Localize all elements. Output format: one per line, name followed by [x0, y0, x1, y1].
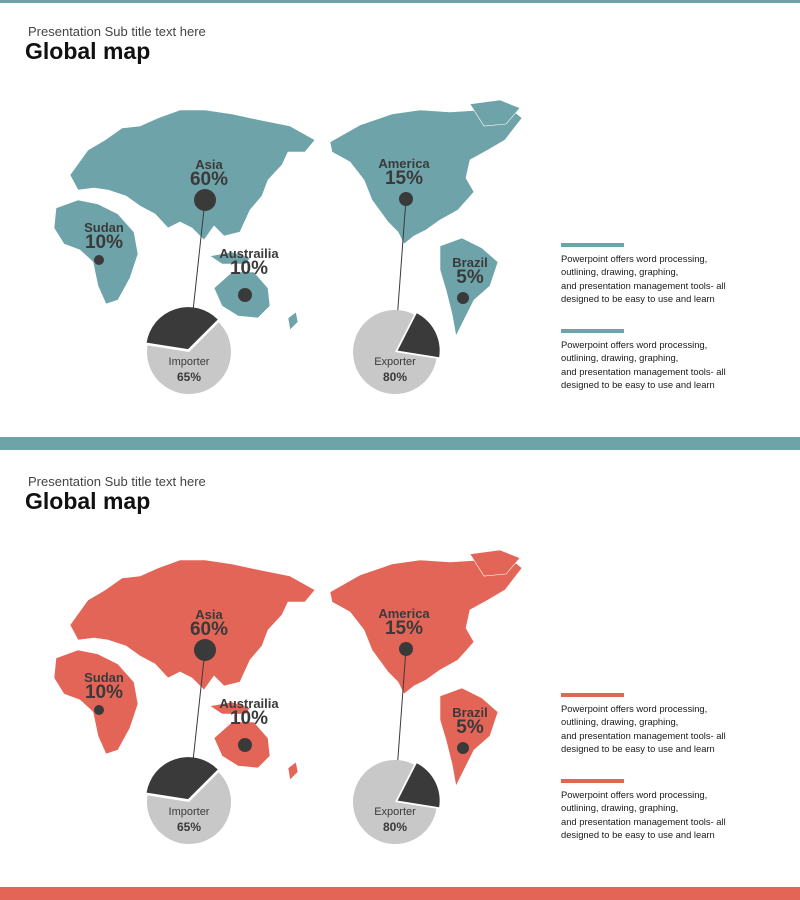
- marker-australia-pct: 10%: [230, 258, 268, 279]
- note-1-accent-bar: [561, 693, 624, 697]
- exporter-pie-grey-slice: [352, 760, 437, 844]
- marker-brazil-name: Brazil: [452, 705, 487, 720]
- marker-sudan-name: Sudan: [84, 220, 124, 235]
- world-map: Asia 60% Sudan 10% Austrailia 10% Americ…: [53, 549, 523, 844]
- exporter-pie-dark-slice: [397, 763, 440, 808]
- map-landmass: [53, 549, 523, 787]
- eurasia-shape: [69, 559, 316, 691]
- marker-asia[interactable]: Asia 60%: [190, 157, 228, 211]
- marker-australia[interactable]: Austrailia 10%: [219, 246, 279, 302]
- importer-pie-dark-slice: [146, 757, 218, 800]
- marker-asia-name: Asia: [195, 157, 223, 172]
- marker-america[interactable]: America 15%: [378, 156, 430, 206]
- marker-sudan-pct: 10%: [85, 232, 123, 253]
- africa-shape: [53, 199, 139, 305]
- marker-brazil-pct: 5%: [456, 267, 484, 288]
- slide-teal: Presentation Sub title text here Global …: [0, 0, 800, 450]
- exporter-pie: Exporter 80%: [352, 760, 440, 844]
- exporter-pie-grey-slice: [352, 310, 437, 394]
- slide-title: Global map: [25, 38, 151, 64]
- marker-asia[interactable]: Asia 60%: [190, 607, 228, 661]
- note-1-text: Powerpoint offers word processing, outli…: [561, 703, 726, 754]
- importer-pie: Importer 65%: [146, 757, 231, 844]
- marker-australia-pct: 10%: [230, 708, 268, 729]
- exporter-pie-label: Exporter: [374, 356, 416, 368]
- new-zealand-shape: [287, 761, 299, 781]
- greenland-shape: [469, 99, 521, 127]
- note-1-accent-bar: [561, 243, 624, 247]
- note-2-accent-bar: [561, 779, 624, 783]
- south-america-shape: [439, 687, 499, 787]
- importer-pie-dark-slice: [146, 307, 218, 350]
- exporter-pie-pct: 80%: [383, 370, 407, 384]
- marker-australia[interactable]: Austrailia 10%: [219, 696, 279, 752]
- marker-australia-name: Austrailia: [219, 696, 279, 711]
- exporter-pie: Exporter 80%: [352, 310, 440, 394]
- marker-america-name: America: [378, 156, 430, 171]
- marker-america-name: America: [378, 606, 430, 621]
- marker-brazil-pct: 5%: [456, 717, 484, 738]
- africa-shape: [53, 649, 139, 755]
- slide-subtitle: Presentation Sub title text here: [28, 24, 206, 39]
- marker-sudan-pct: 10%: [85, 682, 123, 703]
- marker-sudan[interactable]: Sudan 10%: [84, 220, 124, 265]
- bottom-accent-bar: [0, 887, 800, 900]
- slide-title: Global map: [25, 488, 151, 514]
- marker-asia-pct: 60%: [190, 619, 228, 640]
- marker-brazil[interactable]: Brazil 5%: [452, 705, 488, 754]
- north-america-shape: [329, 107, 523, 245]
- slide-coral: Presentation Sub title text here Global …: [0, 450, 800, 900]
- marker-brazil[interactable]: Brazil 5%: [452, 255, 488, 304]
- importer-pie: Importer 65%: [146, 307, 231, 394]
- note-2-text: Powerpoint offers word processing, outli…: [561, 339, 726, 390]
- exporter-pie-pct: 80%: [383, 820, 407, 834]
- note-1-text: Powerpoint offers word processing, outli…: [561, 253, 726, 304]
- world-map: Asia 60% Sudan 10% Austrailia 10% Americ…: [53, 99, 523, 394]
- exporter-pie-dark-slice: [397, 313, 440, 358]
- note-1: Powerpoint offers word processing, outli…: [561, 243, 761, 305]
- islands-shape: [209, 251, 251, 265]
- importer-pie-grey-slice: [147, 322, 231, 394]
- marker-sudan-name: Sudan: [84, 670, 124, 685]
- marker-america-pct: 15%: [385, 618, 423, 639]
- exporter-pie-label: Exporter: [374, 806, 416, 818]
- marker-australia-name: Austrailia: [219, 246, 279, 261]
- map-landmass: [53, 99, 523, 337]
- importer-pie-pct: 65%: [177, 820, 201, 834]
- importer-pie-label: Importer: [169, 806, 210, 818]
- marker-sudan[interactable]: Sudan 10%: [84, 670, 124, 715]
- note-2: Powerpoint offers word processing, outli…: [561, 329, 761, 391]
- note-1: Powerpoint offers word processing, outli…: [561, 693, 761, 755]
- bottom-accent-bar: [0, 437, 800, 450]
- eurasia-shape: [69, 109, 316, 241]
- note-2: Powerpoint offers word processing, outli…: [561, 779, 761, 841]
- marker-america[interactable]: America 15%: [378, 606, 430, 656]
- note-2-accent-bar: [561, 329, 624, 333]
- marker-america-pct: 15%: [385, 168, 423, 189]
- south-america-shape: [439, 237, 499, 337]
- marker-asia-pct: 60%: [190, 169, 228, 190]
- importer-pie-label: Importer: [169, 356, 210, 368]
- note-2-text: Powerpoint offers word processing, outli…: [561, 789, 726, 840]
- new-zealand-shape: [287, 311, 299, 331]
- top-accent-bar: [0, 0, 800, 3]
- importer-pie-pct: 65%: [177, 370, 201, 384]
- marker-asia-name: Asia: [195, 607, 223, 622]
- islands-shape: [209, 701, 251, 715]
- marker-brazil-name: Brazil: [452, 255, 487, 270]
- greenland-shape: [469, 549, 521, 577]
- importer-pie-grey-slice: [147, 772, 231, 844]
- slide-subtitle: Presentation Sub title text here: [28, 474, 206, 489]
- north-america-shape: [329, 557, 523, 695]
